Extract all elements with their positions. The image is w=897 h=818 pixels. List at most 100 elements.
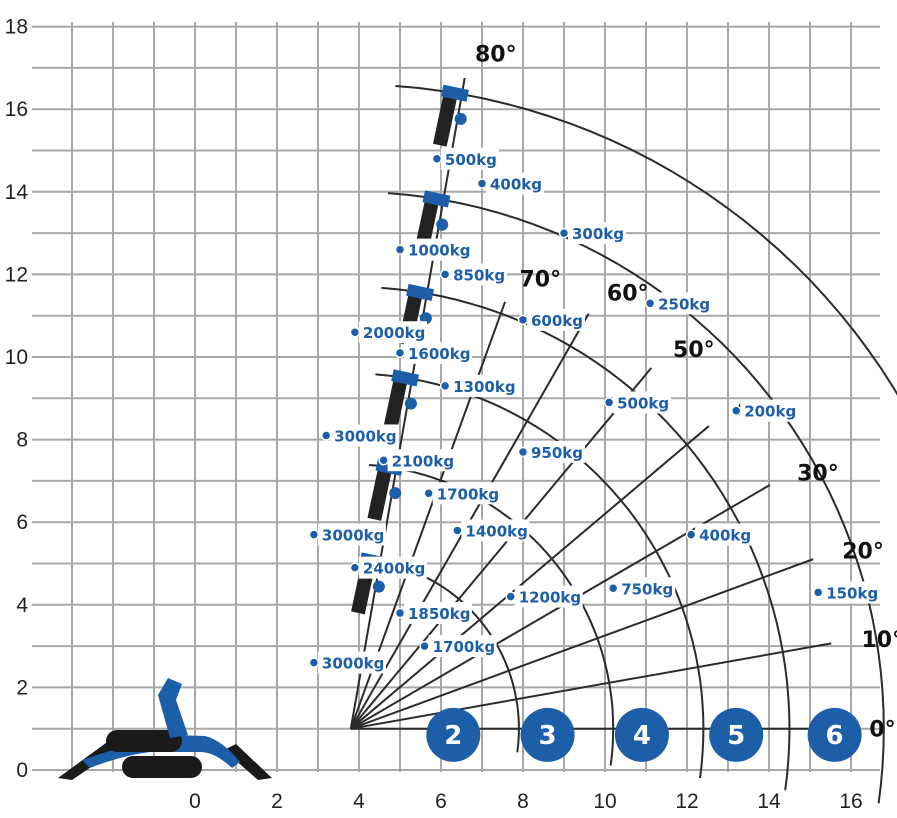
- y-tick-label: 0: [16, 759, 28, 782]
- load-point: [423, 488, 434, 499]
- load-label: 400kg: [490, 176, 542, 194]
- load-label: 750kg: [621, 580, 673, 598]
- load-point: [517, 314, 529, 326]
- load-label: 1600kg: [408, 345, 470, 363]
- x-tick-label: 6: [435, 790, 447, 813]
- load-label-bg: [695, 523, 754, 546]
- hook-icon: [404, 397, 417, 410]
- load-point: [308, 657, 320, 668]
- hook-icon: [372, 580, 385, 593]
- boom-arm: [367, 463, 393, 521]
- load-label-bg: [449, 374, 518, 397]
- load-point: [439, 380, 451, 392]
- y-tick-label: 10: [5, 346, 28, 369]
- load-label-bg: [428, 635, 497, 658]
- x-tick-label: 4: [353, 790, 365, 813]
- load-label: 3000kg: [334, 427, 396, 445]
- y-tick-label: 14: [5, 181, 29, 204]
- boom-head: [383, 369, 420, 432]
- load-point: [394, 607, 406, 619]
- y-tick-label: 18: [5, 16, 28, 39]
- axis-labels: 0 2 4 6 8 10 12 14 16 0 2 4 6 8 10 12 14 16 18: [5, 16, 863, 813]
- load-point: [517, 446, 529, 458]
- chart-grid: [32, 22, 880, 772]
- load-point: [394, 347, 406, 359]
- load-point: [505, 591, 516, 602]
- load-label: 1700kg: [437, 485, 499, 503]
- extension-badges: 2 3 4 5 6: [426, 707, 862, 762]
- load-point: [439, 269, 451, 280]
- extension-arc-5: [387, 192, 885, 804]
- crane-tracks-upper: [106, 730, 182, 752]
- load-label-bg: [358, 321, 427, 344]
- extension-badge-label: 3: [539, 721, 557, 751]
- load-point: [308, 529, 320, 540]
- angle-ray: [350, 642, 832, 730]
- load-label: 250kg: [658, 295, 710, 313]
- boom-head: [432, 84, 469, 147]
- load-label: 1200kg: [519, 589, 581, 607]
- boom-arm: [432, 88, 459, 147]
- x-tick-label: 0: [189, 790, 201, 813]
- crane-track-right: [224, 744, 272, 780]
- load-label: 850kg: [453, 266, 505, 284]
- load-point: [394, 244, 406, 255]
- x-tick-label: 8: [517, 790, 529, 813]
- load-label: 2100kg: [392, 452, 454, 470]
- y-tick-label: 6: [16, 511, 28, 534]
- angle-label: 0°: [869, 718, 895, 743]
- load-point: [685, 529, 697, 540]
- load-label-bg: [440, 147, 499, 170]
- load-label-bg: [404, 341, 472, 364]
- angle-label: 70°: [519, 268, 561, 293]
- boom-head: [414, 190, 451, 253]
- angle-label: 80°: [475, 43, 517, 68]
- load-label: 150kg: [826, 584, 878, 602]
- load-label-bg: [822, 581, 881, 604]
- extension-arc-4: [381, 286, 791, 791]
- extension-badge: [807, 707, 862, 762]
- load-label-bg: [486, 172, 544, 195]
- y-tick-label: 12: [5, 263, 28, 286]
- boom-cap: [441, 84, 469, 102]
- load-label-bg: [514, 585, 583, 608]
- crane-illustration: [58, 678, 272, 780]
- load-label-bg: [461, 519, 530, 542]
- load-label-bg: [358, 556, 427, 579]
- load-label-bg: [613, 391, 672, 414]
- extension-badge: [709, 707, 764, 762]
- extension-badge-label: 5: [727, 721, 745, 751]
- load-label-bg: [740, 399, 799, 422]
- x-tick-label: 12: [675, 790, 698, 813]
- extension-badge-label: 4: [633, 721, 651, 751]
- x-tick-label: 16: [839, 790, 862, 813]
- load-point: [452, 525, 463, 536]
- load-point: [558, 227, 570, 239]
- load-point: [349, 326, 361, 338]
- extension-badge: [614, 707, 669, 762]
- x-tick-label: 10: [593, 790, 616, 813]
- load-label-bg: [404, 238, 472, 261]
- angle-ray: [350, 558, 814, 730]
- crane-mast: [158, 678, 188, 738]
- load-label-bg: [654, 292, 713, 315]
- load-label-bg: [527, 440, 585, 463]
- y-tick-label: 2: [16, 676, 28, 699]
- load-label-bg: [432, 482, 501, 505]
- load-label: 200kg: [744, 403, 796, 421]
- angle-label: 50°: [673, 338, 715, 363]
- angle-label: 60°: [607, 281, 649, 306]
- load-label-bg: [404, 602, 472, 625]
- load-label: 3000kg: [322, 655, 384, 673]
- load-label: 400kg: [699, 527, 751, 545]
- angle-label: 30°: [797, 462, 839, 487]
- load-label: 2400kg: [363, 560, 425, 578]
- extension-arc-2: [369, 464, 615, 766]
- load-label: 300kg: [572, 225, 624, 243]
- load-label: 1850kg: [408, 605, 470, 623]
- boom-arm: [414, 194, 440, 253]
- y-tick-label: 4: [16, 594, 28, 617]
- load-label-bg: [317, 523, 386, 546]
- y-tick-label: 16: [5, 98, 28, 121]
